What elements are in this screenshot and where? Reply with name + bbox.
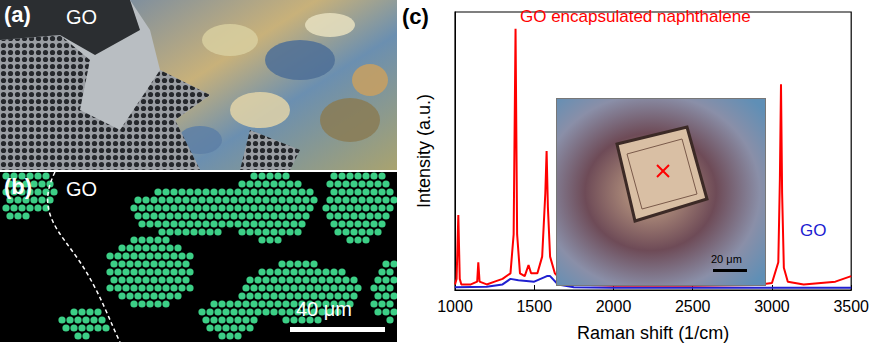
svg-text:2000: 2000 — [596, 298, 632, 315]
svg-text:Intensity (a.u.): Intensity (a.u.) — [414, 94, 434, 208]
html-text:(c): (c) — [402, 4, 429, 29]
svg-text:Raman shift (1/cm): Raman shift (1/cm) — [577, 323, 729, 343]
svg-text:GO encapsulated naphthalene: GO encapsulated naphthalene — [520, 7, 751, 26]
html-text:(b): (b) — [4, 174, 33, 199]
html-text:GO: GO — [66, 178, 98, 200]
svg-text:1500: 1500 — [516, 298, 552, 315]
svg-text:2500: 2500 — [675, 298, 711, 315]
svg-text:1000: 1000 — [437, 298, 473, 315]
svg-text:20 μm: 20 μm — [711, 253, 742, 265]
svg-text:3000: 3000 — [754, 298, 790, 315]
svg-text:3500: 3500 — [833, 298, 869, 315]
html-text:40 μm: 40 μm — [296, 298, 352, 320]
svg-text:GO: GO — [800, 221, 826, 240]
html-text:GO: GO — [66, 6, 98, 28]
html-text:(a): (a) — [4, 2, 31, 27]
